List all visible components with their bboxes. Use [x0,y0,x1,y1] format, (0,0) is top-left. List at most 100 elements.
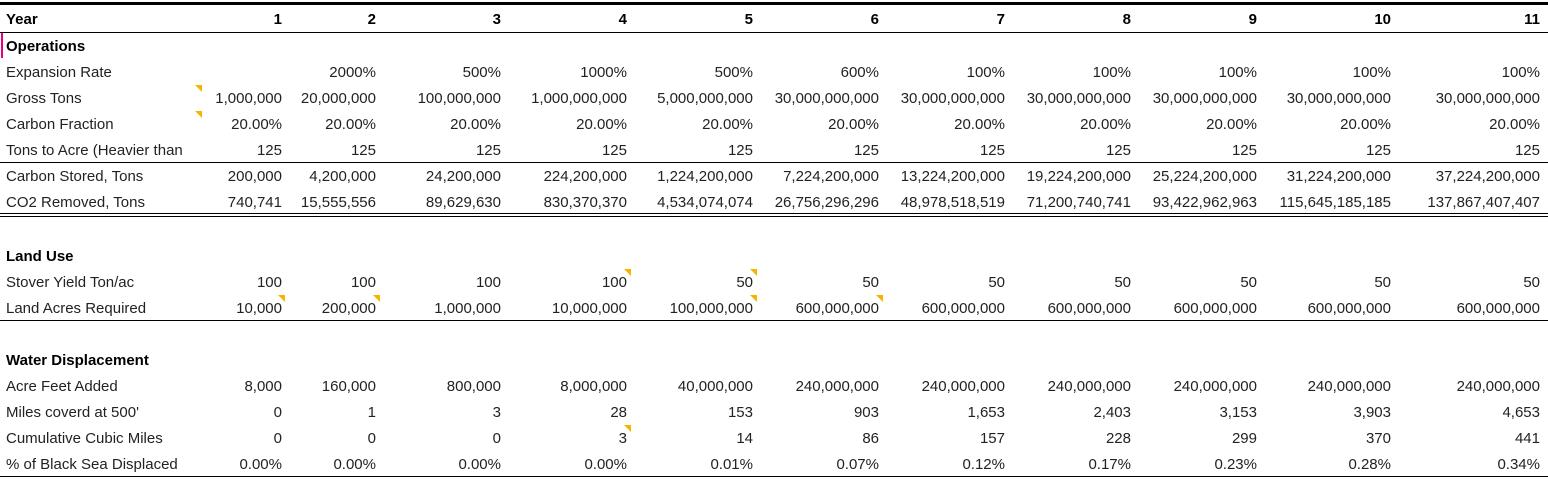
value-cell[interactable]: 20,000,000 [300,90,376,107]
value-cell[interactable]: 200,000 [321,300,376,317]
value-cell[interactable]: 441 [1514,430,1540,447]
value-cell[interactable]: 0.23% [1214,456,1257,473]
row-label[interactable]: Acre Feet Added [6,378,118,395]
row-label[interactable]: % of Black Sea Displaced [6,456,178,473]
value-cell[interactable]: 240,000,000 [795,378,879,395]
value-cell[interactable]: 0.00% [333,456,376,473]
value-cell[interactable]: 100% [1092,64,1131,81]
value-cell[interactable]: 20.00% [231,116,282,133]
value-cell[interactable]: 3 [618,430,627,447]
value-cell[interactable]: 740,741 [227,194,282,211]
value-cell[interactable]: 48,978,518,519 [900,194,1005,211]
value-cell[interactable]: 0.07% [836,456,879,473]
row-label[interactable]: Tons to Acre (Heavier than [6,142,183,159]
row-label[interactable]: Miles coverd at 500' [6,404,139,421]
value-cell[interactable]: 125 [1231,142,1257,159]
value-cell[interactable]: 830,370,370 [543,194,627,211]
value-cell[interactable]: 10,000 [236,300,282,317]
value-cell[interactable]: 1,653 [967,404,1005,421]
value-cell[interactable]: 3,153 [1219,404,1257,421]
year-header-4[interactable]: 4 [618,11,627,28]
value-cell[interactable]: 600,000,000 [795,300,879,317]
value-cell[interactable]: 100% [1501,64,1540,81]
value-cell[interactable]: 240,000,000 [921,378,1005,395]
value-cell[interactable]: 24,200,000 [425,168,501,185]
year-header-6[interactable]: 6 [870,11,879,28]
value-cell[interactable]: 50 [1240,274,1257,291]
value-cell[interactable]: 50 [1374,274,1391,291]
value-cell[interactable]: 30,000,000,000 [1152,90,1257,107]
value-cell[interactable]: 100% [1352,64,1391,81]
value-cell[interactable]: 0 [273,430,282,447]
value-cell[interactable]: 100,000,000 [417,90,501,107]
value-cell[interactable]: 2,403 [1093,404,1131,421]
section-title[interactable]: Water Displacement [6,352,149,369]
value-cell[interactable]: 153 [727,404,753,421]
value-cell[interactable]: 115,645,185,185 [1279,194,1392,211]
value-cell[interactable]: 13,224,200,000 [900,168,1005,185]
value-cell[interactable]: 600,000,000 [1047,300,1131,317]
value-cell[interactable]: 125 [1514,142,1540,159]
year-header-7[interactable]: 7 [996,11,1005,28]
value-cell[interactable]: 125 [256,142,282,159]
value-cell[interactable]: 20.00% [1080,116,1131,133]
value-cell[interactable]: 20.00% [702,116,753,133]
value-cell[interactable]: 125 [1105,142,1131,159]
value-cell[interactable]: 500% [462,64,501,81]
value-cell[interactable]: 200,000 [227,168,282,185]
value-cell[interactable]: 157 [979,430,1005,447]
value-cell[interactable]: 100 [256,274,282,291]
value-cell[interactable]: 1,000,000,000 [531,90,627,107]
value-cell[interactable]: 299 [1231,430,1257,447]
value-cell[interactable]: 100% [966,64,1005,81]
value-cell[interactable]: 0 [273,404,282,421]
value-cell[interactable]: 2000% [329,64,376,81]
value-cell[interactable]: 160,000 [321,378,376,395]
value-cell[interactable]: 19,224,200,000 [1026,168,1131,185]
value-cell[interactable]: 903 [853,404,879,421]
row-label[interactable]: CO2 Removed, Tons [6,194,145,211]
value-cell[interactable]: 0 [367,430,376,447]
value-cell[interactable]: 1 [367,404,376,421]
value-cell[interactable]: 86 [862,430,879,447]
value-cell[interactable]: 20.00% [954,116,1005,133]
value-cell[interactable]: 240,000,000 [1173,378,1257,395]
value-cell[interactable]: 50 [1523,274,1540,291]
value-cell[interactable]: 20.00% [828,116,879,133]
value-cell[interactable]: 1,224,200,000 [657,168,753,185]
header-label[interactable]: Year [6,11,38,28]
year-header-1[interactable]: 1 [273,11,282,28]
value-cell[interactable]: 0 [492,430,501,447]
value-cell[interactable]: 137,867,407,407 [1427,194,1540,211]
value-cell[interactable]: 26,756,296,296 [774,194,879,211]
comment-indicator-icon[interactable] [876,295,883,302]
row-label[interactable]: Cumulative Cubic Miles [6,430,163,447]
value-cell[interactable]: 1000% [580,64,627,81]
value-cell[interactable]: 1,000,000 [215,90,282,107]
year-header-11[interactable]: 11 [1524,11,1540,28]
value-cell[interactable]: 3 [492,404,501,421]
section-title[interactable]: Operations [6,38,86,55]
value-cell[interactable]: 20.00% [450,116,501,133]
value-cell[interactable]: 31,224,200,000 [1286,168,1391,185]
value-cell[interactable]: 125 [350,142,376,159]
value-cell[interactable]: 14 [736,430,753,447]
value-cell[interactable]: 10,000,000 [551,300,627,317]
value-cell[interactable]: 5,000,000,000 [657,90,753,107]
value-cell[interactable]: 15,555,556 [300,194,376,211]
value-cell[interactable]: 20.00% [325,116,376,133]
comment-indicator-icon[interactable] [750,295,757,302]
value-cell[interactable]: 25,224,200,000 [1152,168,1257,185]
value-cell[interactable]: 600,000,000 [921,300,1005,317]
year-header-2[interactable]: 2 [367,11,376,28]
value-cell[interactable]: 50 [862,274,879,291]
value-cell[interactable]: 600% [840,64,879,81]
value-cell[interactable]: 800,000 [446,378,501,395]
value-cell[interactable]: 0.01% [710,456,753,473]
value-cell[interactable]: 93,422,962,963 [1152,194,1257,211]
value-cell[interactable]: 50 [736,274,753,291]
value-cell[interactable]: 20.00% [1340,116,1391,133]
value-cell[interactable]: 228 [1105,430,1131,447]
value-cell[interactable]: 4,653 [1502,404,1540,421]
value-cell[interactable]: 40,000,000 [677,378,753,395]
